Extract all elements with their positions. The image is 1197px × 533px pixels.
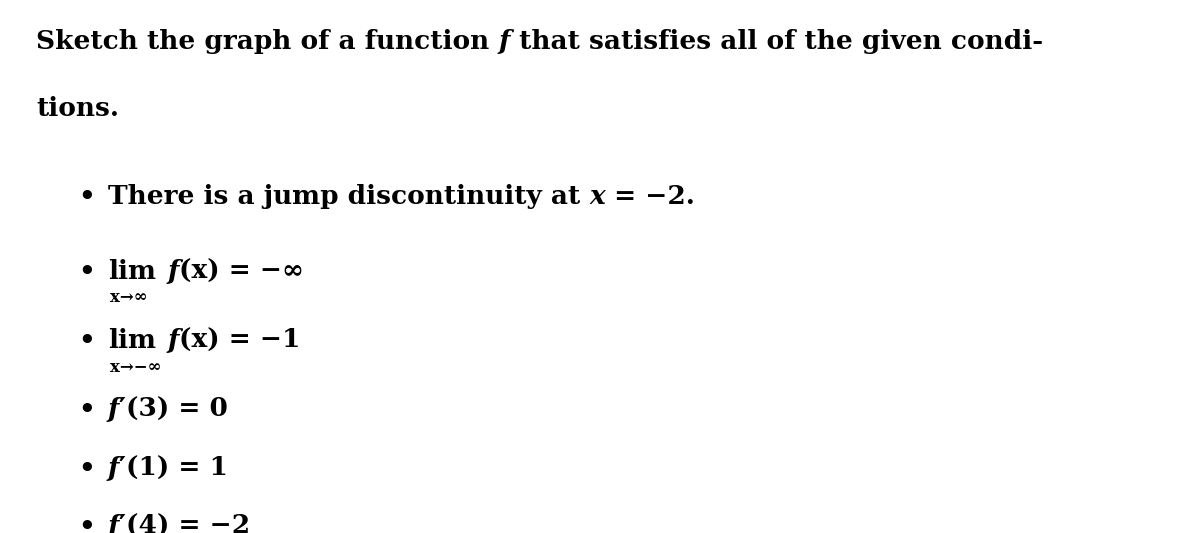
Text: tions.: tions. — [36, 96, 119, 121]
Text: Sketch the graph of a function: Sketch the graph of a function — [36, 29, 498, 54]
Text: •: • — [78, 184, 95, 209]
Text: that satisfies all of the given condi-: that satisfies all of the given condi- — [510, 29, 1043, 54]
Text: •: • — [78, 259, 95, 284]
Text: There is a jump discontinuity at: There is a jump discontinuity at — [108, 184, 589, 209]
Text: lim: lim — [108, 328, 156, 353]
Text: ′(3) = 0: ′(3) = 0 — [120, 397, 227, 422]
Text: f: f — [108, 514, 120, 533]
Text: x→−∞: x→−∞ — [110, 359, 162, 376]
Text: •: • — [78, 328, 95, 353]
Text: ′(4) = −2: ′(4) = −2 — [120, 514, 250, 533]
Text: •: • — [78, 397, 95, 422]
Text: ′(1) = 1: ′(1) = 1 — [120, 456, 227, 481]
Text: = −2.: = −2. — [604, 184, 694, 209]
Text: f: f — [108, 397, 120, 422]
Text: f: f — [108, 456, 120, 481]
Text: •: • — [78, 514, 95, 533]
Text: f: f — [168, 328, 180, 353]
Text: x: x — [589, 184, 604, 209]
Text: (x) = −1: (x) = −1 — [180, 328, 300, 353]
Text: f: f — [168, 259, 180, 284]
Text: •: • — [78, 456, 95, 481]
Text: f: f — [498, 29, 510, 54]
Text: lim: lim — [108, 259, 156, 284]
Text: (x) = −∞: (x) = −∞ — [180, 259, 304, 284]
Text: x→∞: x→∞ — [110, 289, 147, 306]
